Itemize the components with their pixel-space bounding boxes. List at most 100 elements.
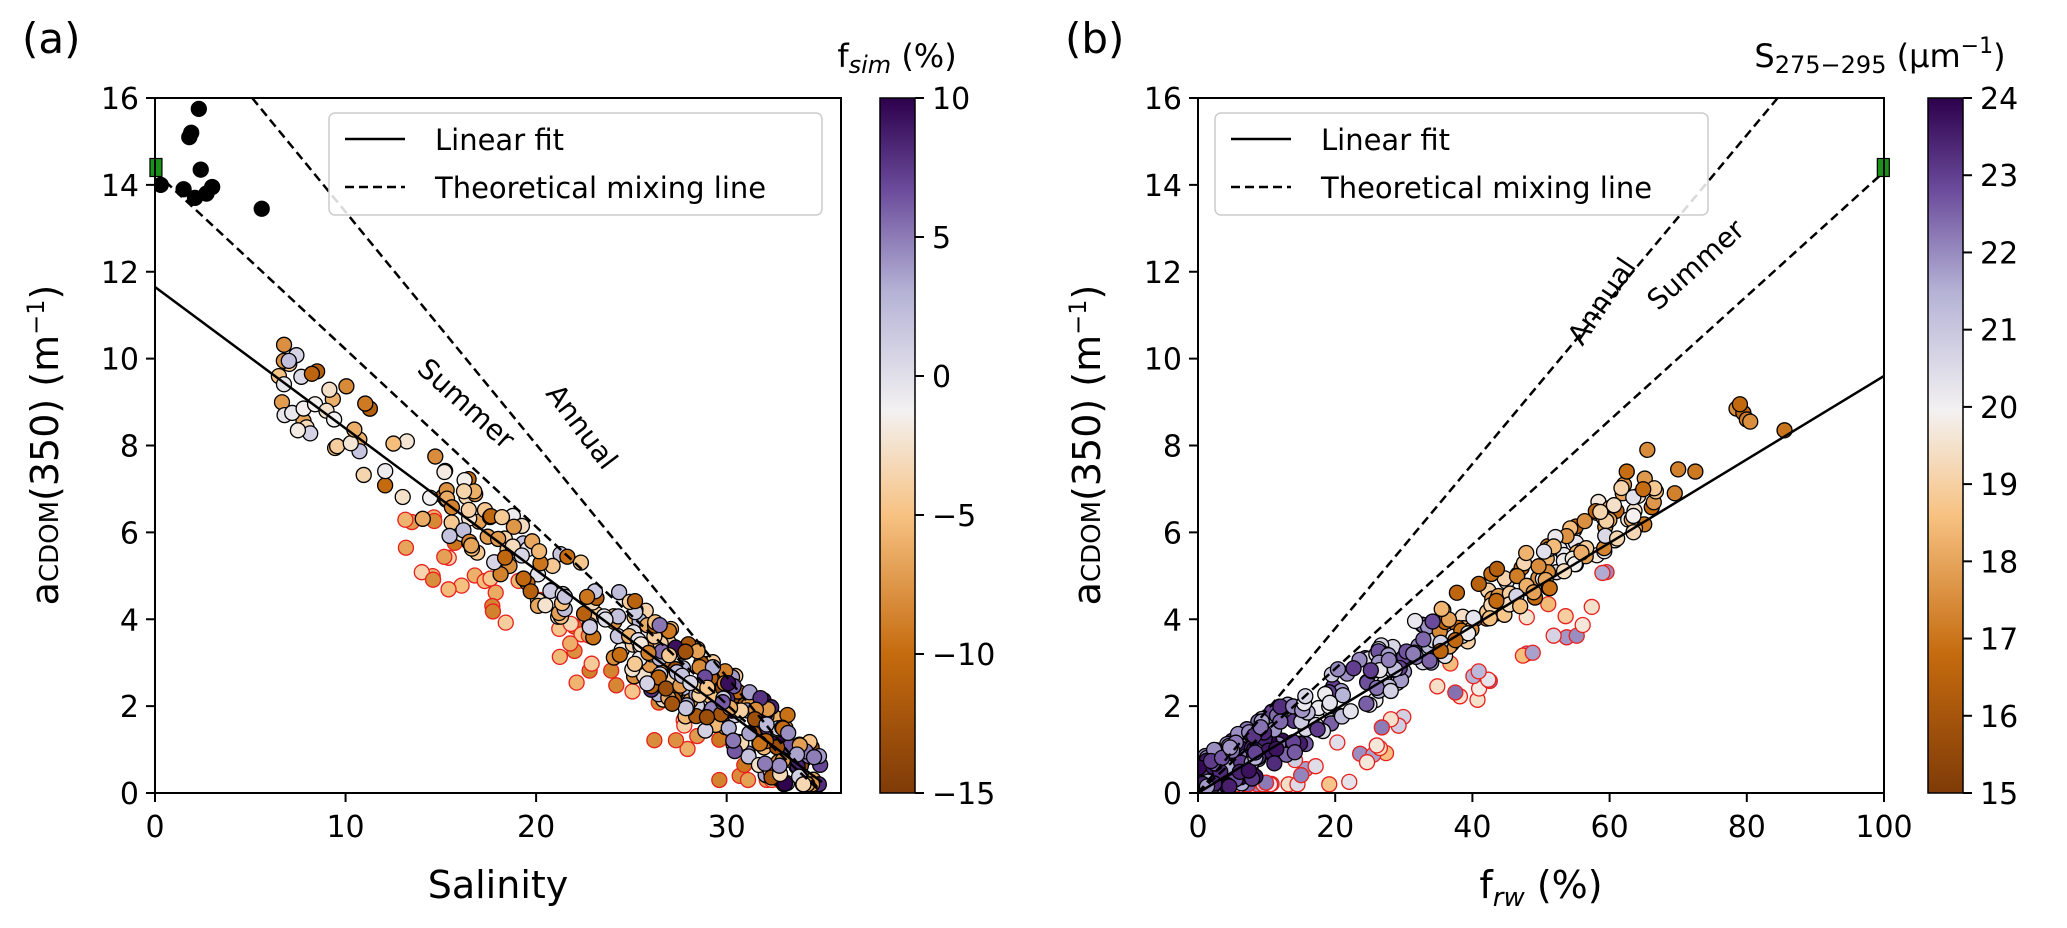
data-point <box>1309 721 1326 738</box>
data-point <box>1448 584 1466 601</box>
data-point <box>505 518 523 535</box>
data-point <box>440 581 457 598</box>
data-point <box>698 709 716 726</box>
data-point <box>1574 616 1591 634</box>
data-point <box>663 695 681 712</box>
x-tick-label: 100 <box>1855 810 1912 845</box>
panel-a-legend-mixing: Theoretical mixing line <box>434 171 766 205</box>
data-point <box>1557 608 1574 625</box>
colorbar-tick-label: 21 <box>1980 314 2018 349</box>
panel-b-colorbar: 24 23 22 21 20 19 18 17 16 15 S275−295 (μm−1) <box>1754 34 2018 812</box>
data-point <box>1625 507 1642 525</box>
data-point <box>661 647 678 664</box>
data-point <box>626 655 643 673</box>
y-tick-label: 14 <box>1144 169 1182 204</box>
y-tick-label: 4 <box>1163 603 1182 638</box>
data-point <box>424 571 442 588</box>
y-tick-label: 0 <box>1163 777 1182 812</box>
data-point <box>1639 441 1656 458</box>
data-point <box>667 732 685 749</box>
panel-b-colorbar-ticks: 24 23 22 21 20 19 18 17 16 15 <box>1963 82 2018 812</box>
data-point <box>611 646 628 663</box>
data-point <box>1605 497 1623 514</box>
data-point <box>1618 463 1635 480</box>
data-point <box>1368 737 1385 754</box>
panel-a-legend-box <box>328 112 823 216</box>
data-point <box>397 511 414 528</box>
data-point <box>497 614 514 631</box>
data-point <box>436 548 453 566</box>
panel-a-colorbar-title: fsim (%) <box>837 37 956 79</box>
data-point <box>1731 396 1749 413</box>
data-point <box>1341 773 1358 790</box>
panel-a-label: (a) <box>22 14 81 63</box>
panel-b-ylabel: aCDOM(350) (m−1) <box>1064 285 1109 606</box>
data-point <box>1576 512 1593 530</box>
data-point <box>562 635 579 652</box>
panel-b-label: (b) <box>1065 14 1124 63</box>
data-point <box>646 732 663 749</box>
data-point <box>1286 744 1303 761</box>
x-tick-label: 40 <box>1453 810 1491 845</box>
data-point <box>1518 544 1535 562</box>
panel-b-xlabel: frw (%) <box>1479 863 1602 913</box>
data-point <box>493 508 511 526</box>
colorbar-tick-label: 10 <box>932 82 970 117</box>
data-point <box>537 597 554 614</box>
data-point-black <box>183 124 200 141</box>
data-point <box>1530 558 1547 575</box>
y-tick-label: 2 <box>120 690 139 725</box>
x-tick-label: 0 <box>145 810 164 845</box>
y-tick-label: 6 <box>1163 516 1182 551</box>
data-point <box>394 488 411 506</box>
data-point <box>771 757 788 774</box>
data-point-black <box>253 200 270 217</box>
x-tick-label: 30 <box>708 810 746 845</box>
data-point <box>1635 481 1652 498</box>
y-tick-label: 4 <box>120 603 139 638</box>
data-point <box>515 570 532 587</box>
data-point <box>522 583 539 600</box>
data-point <box>1380 651 1398 669</box>
data-point <box>1433 600 1450 618</box>
data-point <box>289 422 307 439</box>
panel-b-legend-mixing: Theoretical mixing line <box>1320 171 1652 205</box>
data-point <box>398 433 416 450</box>
data-point <box>1266 755 1283 772</box>
x-tick-label: 0 <box>1188 810 1207 845</box>
line-annual <box>1197 97 1779 794</box>
data-point <box>1488 592 1505 610</box>
colorbar-tick-label: 20 <box>1980 391 2018 426</box>
data-point <box>321 381 338 398</box>
data-point <box>1540 595 1557 613</box>
data-point <box>610 584 628 601</box>
data-point <box>1358 695 1375 712</box>
line-annual <box>251 97 823 794</box>
annotation-annual: Annual <box>539 378 624 476</box>
data-point <box>1329 661 1347 678</box>
data-point <box>355 466 372 484</box>
panel-b-ticks: 0 20 40 60 80 100 0 2 4 6 8 10 12 14 16 <box>1144 82 1913 845</box>
panel-a-colorbar-ticks: 10 5 0 −5 −10 −15 <box>915 82 995 812</box>
data-point <box>679 740 696 758</box>
x-tick-label: 20 <box>517 810 555 845</box>
panel-a-colorbar-gradient <box>879 97 916 794</box>
data-point <box>1545 627 1562 644</box>
data-point <box>677 700 694 717</box>
data-point <box>639 675 656 692</box>
panel-a-xlabel: Salinity <box>428 863 569 907</box>
data-point <box>1447 684 1464 701</box>
data-point-black <box>192 161 209 178</box>
data-point <box>1358 754 1376 771</box>
data-point <box>1221 778 1238 793</box>
data-point <box>1535 543 1553 560</box>
panel-a-colorbar: 10 5 0 −5 −10 −15 fsim (%) <box>837 37 995 812</box>
y-tick-label: 14 <box>101 169 139 204</box>
data-point-black <box>190 100 207 118</box>
panel-a-ticks: 0 10 20 30 0 2 4 6 8 10 12 14 16 <box>101 82 746 845</box>
data-point <box>376 477 394 494</box>
data-point <box>795 776 812 793</box>
annotation-summer: Summer <box>1641 212 1752 316</box>
data-point <box>496 549 514 566</box>
